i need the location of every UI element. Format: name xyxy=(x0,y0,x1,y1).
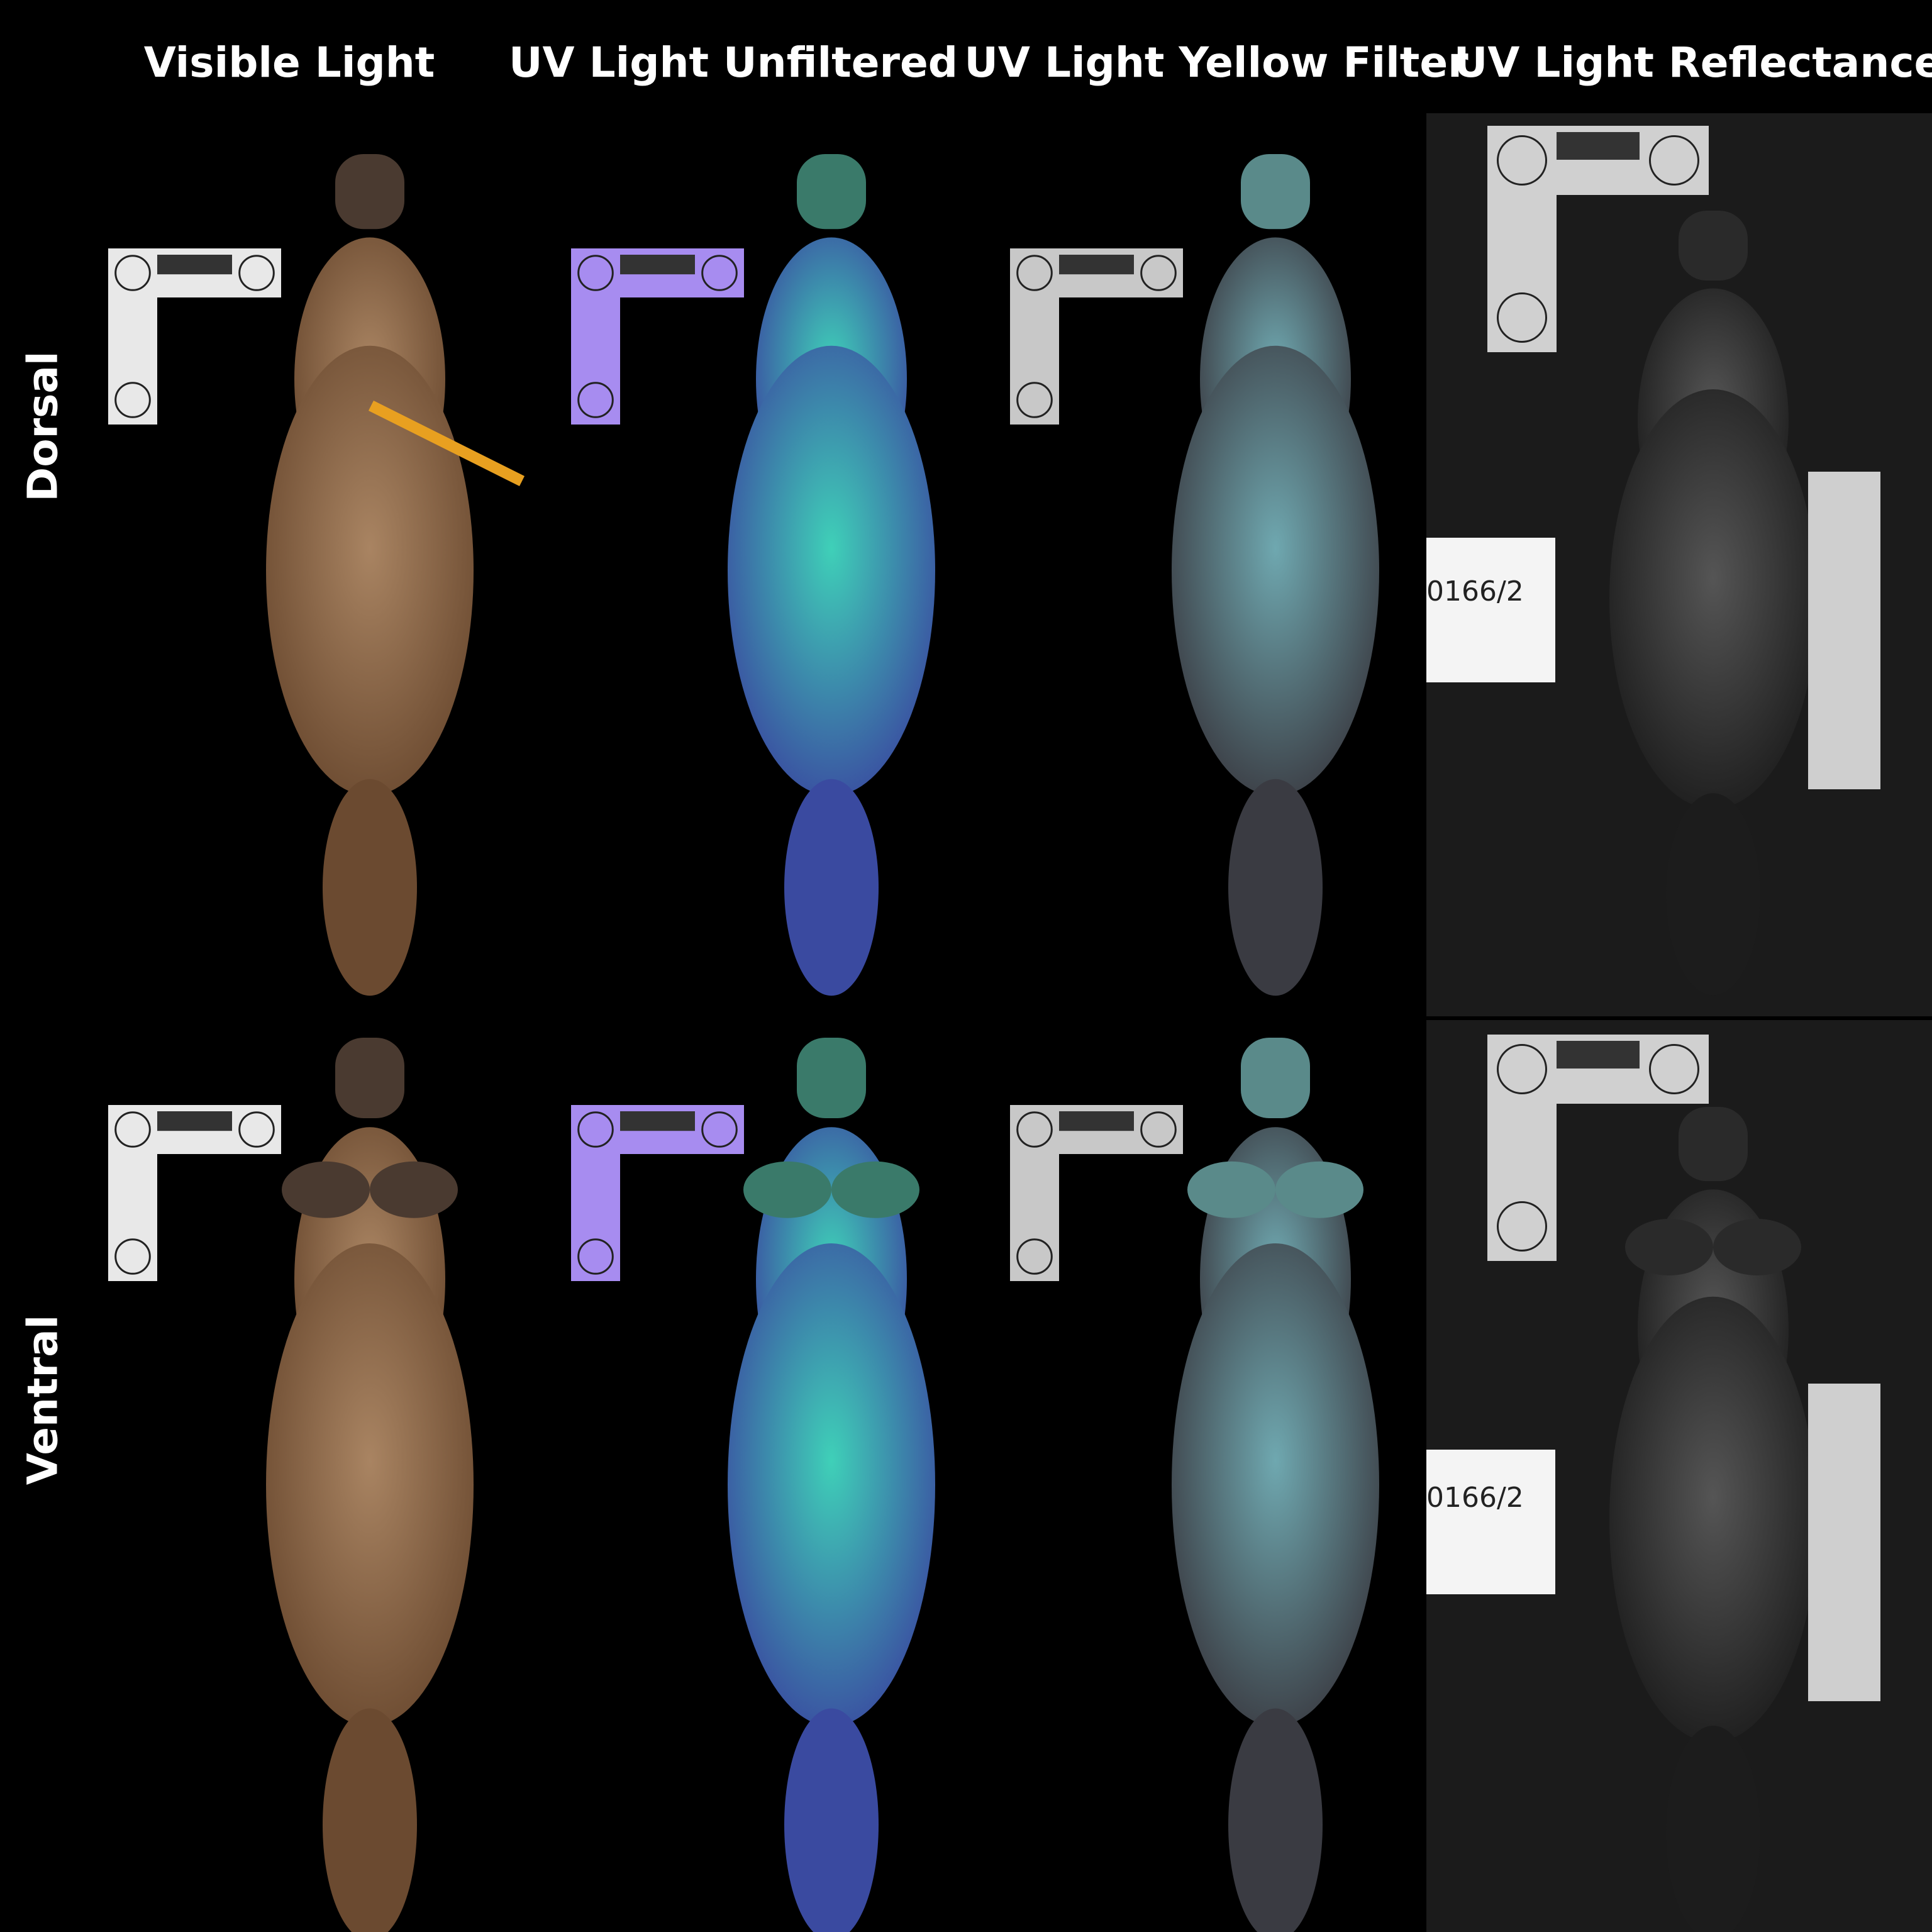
scale-crosshair-icon xyxy=(577,255,614,291)
platypus-tail xyxy=(784,779,879,996)
scale-crosshair-icon xyxy=(114,255,151,291)
platypus-dorsal xyxy=(728,154,935,996)
scale-crosshair-icon xyxy=(1016,1238,1053,1275)
column-header-visible-light: Visible Light xyxy=(143,38,435,87)
platypus-tail xyxy=(1228,779,1323,996)
column-header-uv-unfiltered: UV Light Unfiltered xyxy=(508,38,958,87)
platypus-front-foot xyxy=(370,1161,458,1218)
platypus-tail xyxy=(323,779,417,996)
platypus-ventral xyxy=(266,1038,474,1932)
scale-crosshair-icon xyxy=(238,255,275,291)
platypus-bill xyxy=(335,154,404,230)
scale-bar-markings xyxy=(1059,255,1134,275)
specimen-label-dorsal: 0166/2 xyxy=(1426,575,1524,608)
scale-crosshair-icon xyxy=(238,1111,275,1148)
platypus-front-foot xyxy=(1275,1161,1363,1218)
scale-crosshair-icon xyxy=(1016,382,1053,418)
scale-crosshair-icon xyxy=(701,255,738,291)
platypus-ventral xyxy=(1609,1107,1817,1932)
platypus-body xyxy=(266,345,474,796)
scale-crosshair-icon xyxy=(1140,255,1177,291)
row-label-ventral: Ventral xyxy=(18,1314,67,1485)
platypus-bill xyxy=(797,1038,866,1118)
row-label-dorsal: Dorsal xyxy=(18,351,67,502)
scale-crosshair-icon xyxy=(1649,135,1699,186)
scale-bar-markings xyxy=(1557,132,1640,160)
scale-crosshair-icon xyxy=(577,382,614,418)
platypus-body xyxy=(728,345,935,796)
scale-crosshair-icon xyxy=(114,382,151,418)
scale-crosshair-icon xyxy=(1016,255,1053,291)
scale-crosshair-icon xyxy=(1649,1044,1699,1094)
platypus-body xyxy=(266,1243,474,1726)
scale-crosshair-icon xyxy=(577,1111,614,1148)
scale-crosshair-icon xyxy=(1140,1111,1177,1148)
platypus-bill xyxy=(1241,1038,1310,1118)
platypus-bill xyxy=(1241,154,1310,230)
ruler xyxy=(1808,1384,1880,1701)
scale-bar-markings xyxy=(1059,1111,1134,1131)
scale-crosshair-icon xyxy=(1497,1201,1547,1252)
column-header-uv-reflectance: UV Light Reflectance xyxy=(1453,38,1932,87)
scale-crosshair-icon xyxy=(1497,1044,1547,1094)
platypus-front-foot xyxy=(1713,1219,1801,1276)
platypus-front-foot xyxy=(831,1161,919,1218)
platypus-front-foot xyxy=(1625,1219,1713,1276)
scale-bar-vertical xyxy=(1487,1035,1557,1261)
scale-bar-markings xyxy=(157,1111,232,1131)
pencil xyxy=(368,400,525,487)
scale-crosshair-icon xyxy=(577,1238,614,1275)
platypus-dorsal xyxy=(1172,154,1379,996)
platypus-front-foot xyxy=(282,1161,370,1218)
scale-bar-vertical xyxy=(1487,126,1557,352)
platypus-bill xyxy=(1679,211,1748,281)
platypus-tail xyxy=(323,1708,417,1932)
scale-bar-markings xyxy=(157,255,232,275)
column-header-uv-yellow-filter: UV Light Yellow Filter xyxy=(964,38,1468,87)
platypus-bill xyxy=(797,154,866,230)
platypus-ventral xyxy=(1172,1038,1379,1932)
platypus-ventral xyxy=(728,1038,935,1932)
scale-bar-markings xyxy=(620,1111,695,1131)
platypus-tail xyxy=(1228,1708,1323,1932)
platypus-front-foot xyxy=(1187,1161,1275,1218)
scale-crosshair-icon xyxy=(114,1111,151,1148)
platypus-tail xyxy=(784,1708,879,1932)
platypus-body xyxy=(1609,389,1817,809)
specimen-label-ventral: 0166/2 xyxy=(1426,1482,1524,1514)
platypus-body xyxy=(728,1243,935,1726)
scale-crosshair-icon xyxy=(701,1111,738,1148)
platypus-dorsal xyxy=(266,154,474,996)
scale-bar-markings xyxy=(1557,1041,1640,1069)
platypus-tail xyxy=(1666,793,1760,996)
scale-bar-markings xyxy=(620,255,695,275)
platypus-front-foot xyxy=(743,1161,831,1218)
platypus-bill xyxy=(1679,1107,1748,1182)
platypus-body xyxy=(1609,1296,1817,1743)
platypus-body xyxy=(1172,345,1379,796)
ruler xyxy=(1808,472,1880,789)
platypus-bill xyxy=(335,1038,404,1118)
platypus-dorsal xyxy=(1609,211,1817,996)
scale-crosshair-icon xyxy=(114,1238,151,1275)
specimen-label-card xyxy=(1426,538,1555,682)
scale-crosshair-icon xyxy=(1497,135,1547,186)
scale-crosshair-icon xyxy=(1016,1111,1053,1148)
platypus-tail xyxy=(1666,1726,1760,1932)
scale-crosshair-icon xyxy=(1497,292,1547,343)
specimen-label-card xyxy=(1426,1450,1555,1594)
platypus-body xyxy=(1172,1243,1379,1726)
